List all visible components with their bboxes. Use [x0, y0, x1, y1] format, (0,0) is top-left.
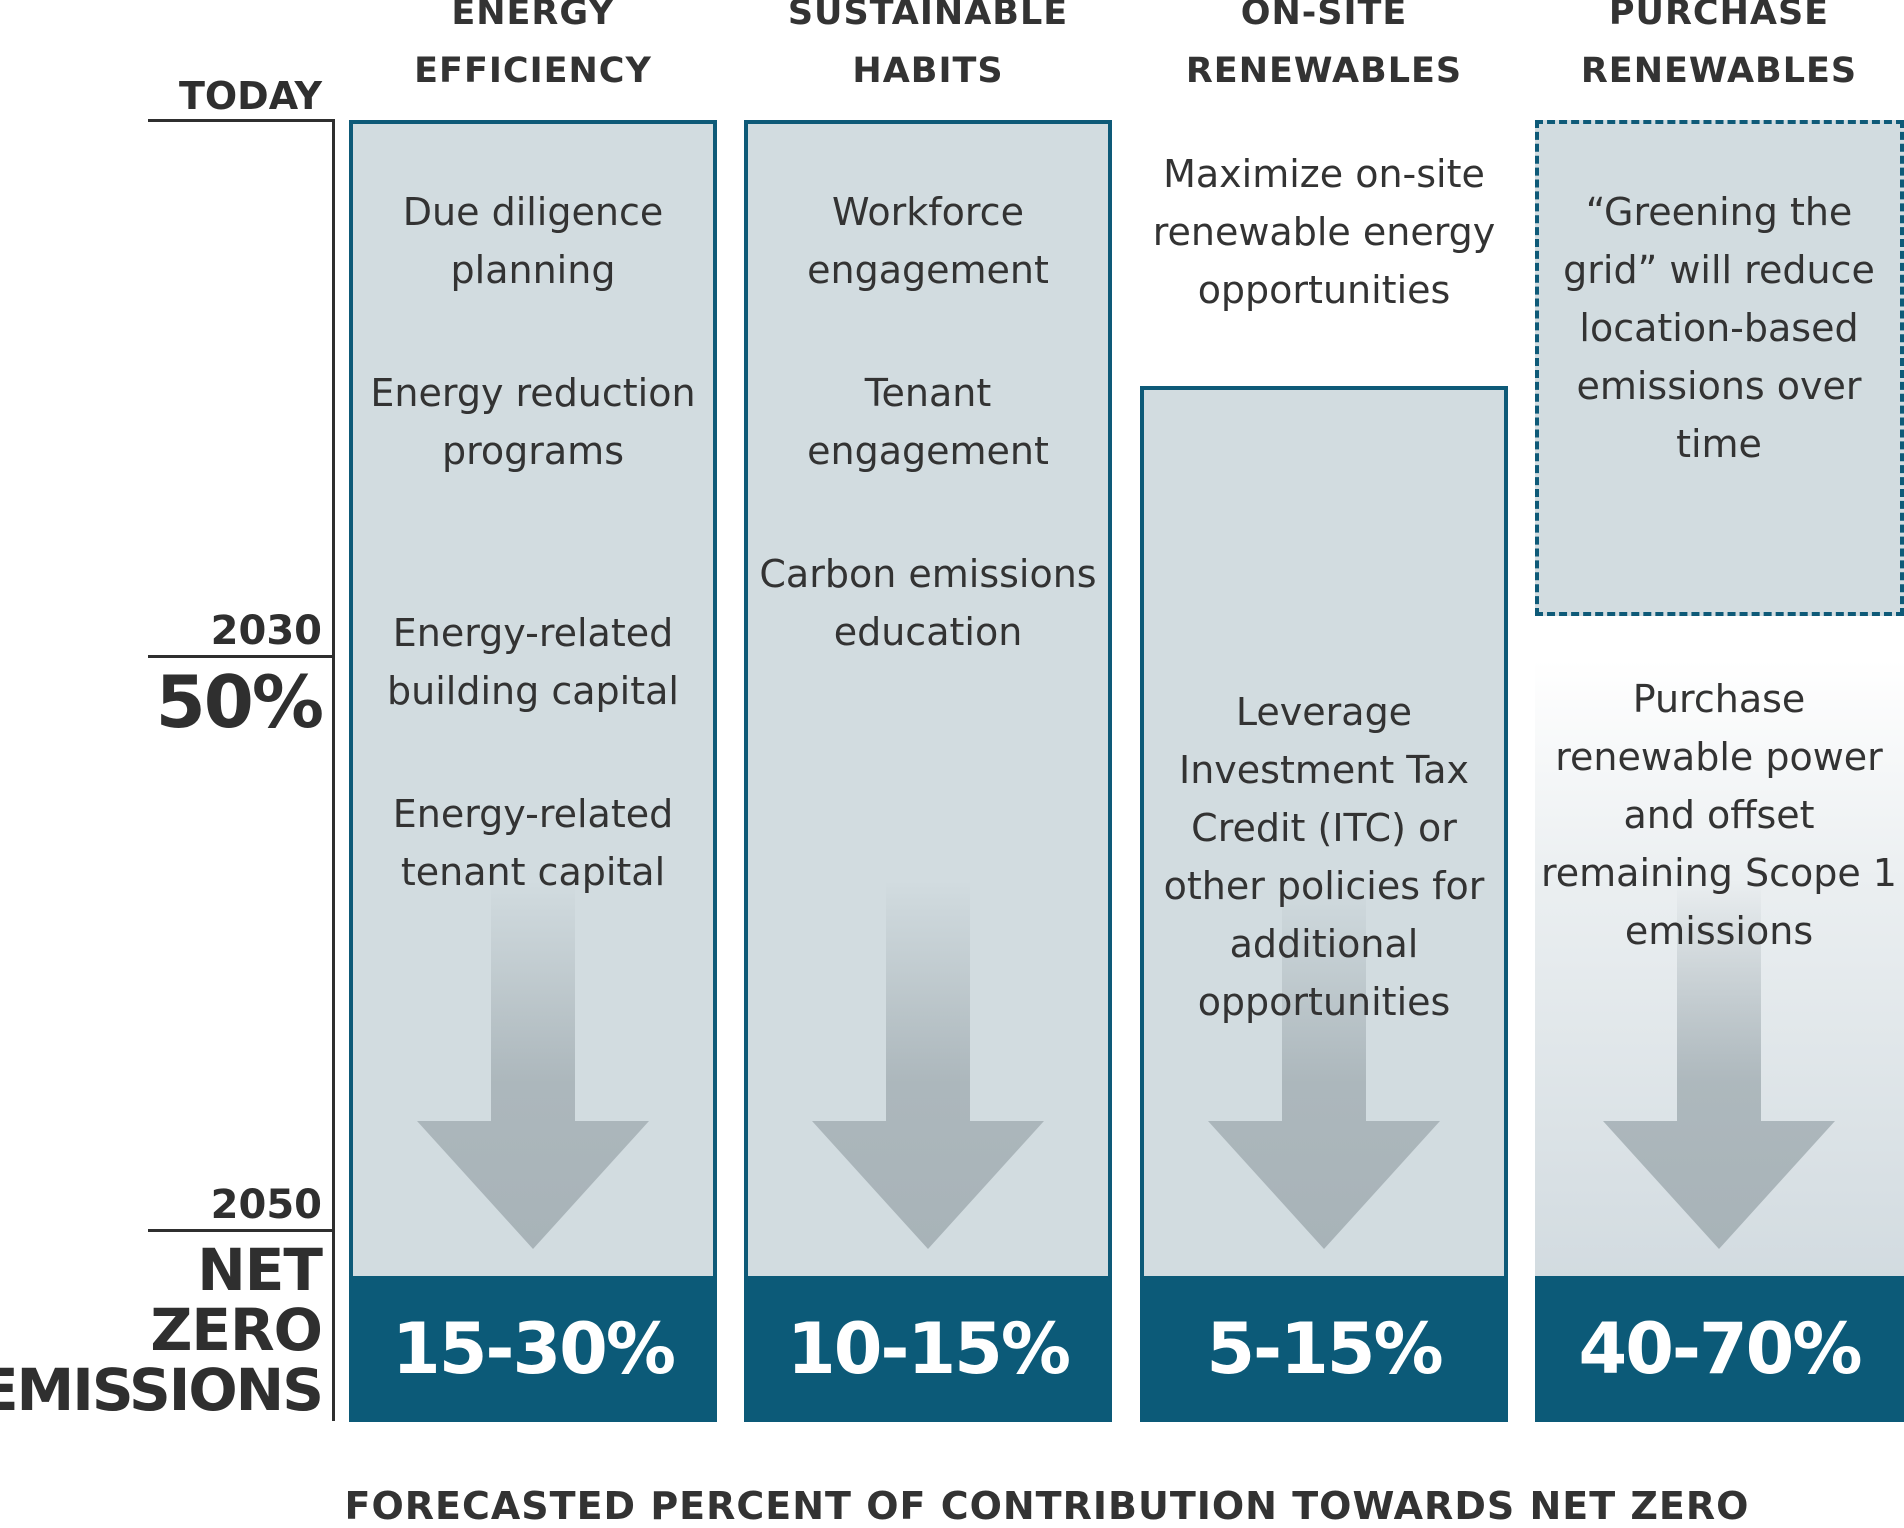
item-purchase-power: Purchase renewable power and offset rema…: [1541, 677, 1897, 953]
item-tenant-capital: Energy-related tenant capital: [392, 792, 674, 894]
header-line: ON-SITE: [1240, 0, 1408, 33]
item-tenant-engagement: Tenant engagement: [807, 371, 1049, 473]
header-line: RENEWABLES: [1185, 51, 1463, 91]
item-workforce-engagement: Workforce engagement: [807, 190, 1049, 292]
timeline-axis: [332, 121, 335, 1421]
percent-purchase-renewables: 40-70%: [1535, 1276, 1904, 1422]
panel-greening-grid: [1535, 120, 1904, 616]
down-arrow-icon: [417, 880, 649, 1249]
column-header-energy-efficiency: ENERGY EFFICIENCY: [349, 0, 717, 100]
tick-2050: [148, 1229, 335, 1232]
tick-2030: [148, 655, 335, 658]
text-maximize-on-site: Maximize on-site renewable energy opport…: [1152, 152, 1496, 312]
tick-today: [148, 119, 335, 122]
header-line: ENERGY: [451, 0, 615, 33]
column-header-on-site-renewables: ON-SITE RENEWABLES: [1140, 0, 1508, 100]
header-line: SUSTAINABLE: [787, 0, 1069, 33]
down-arrow-icon: [812, 880, 1044, 1249]
label-emissions: EMISSIONS: [0, 1356, 324, 1424]
header-line: RENEWABLES: [1580, 51, 1858, 91]
down-arrow-icon: [1208, 880, 1440, 1249]
percent-energy-efficiency: 15-30%: [349, 1276, 717, 1422]
item-leverage-itc: Leverage Investment Tax Credit (ITC) or …: [1163, 690, 1485, 1024]
label-2050: 2050: [210, 1182, 322, 1228]
down-arrow-icon: [1603, 880, 1835, 1249]
column-header-purchase-renewables: PURCHASE RENEWABLES: [1535, 0, 1903, 100]
column-header-sustainable-habits: SUSTAINABLE HABITS: [744, 0, 1112, 100]
item-energy-reduction: Energy reduction programs: [370, 371, 696, 473]
label-today: TODAY: [178, 74, 322, 118]
label-net: NET: [197, 1236, 323, 1304]
header-line: PURCHASE: [1608, 0, 1830, 33]
label-2030: 2030: [210, 608, 322, 654]
percent-sustainable-habits: 10-15%: [744, 1276, 1112, 1422]
item-due-diligence: Due diligence planning: [402, 190, 664, 292]
label-zero: ZERO: [150, 1296, 323, 1364]
text-greening-the-grid: “Greening the grid” will reduce location…: [1563, 190, 1875, 466]
header-line: EFFICIENCY: [414, 51, 652, 91]
item-building-capital: Energy-related building capital: [387, 611, 679, 713]
caption: FORECASTED PERCENT OF CONTRIBUTION TOWAR…: [344, 1484, 1750, 1528]
header-line: HABITS: [852, 51, 1004, 91]
percent-on-site-renewables: 5-15%: [1140, 1276, 1508, 1422]
label-50-percent: 50%: [155, 660, 324, 744]
item-carbon-education: Carbon emissions education: [759, 552, 1097, 654]
